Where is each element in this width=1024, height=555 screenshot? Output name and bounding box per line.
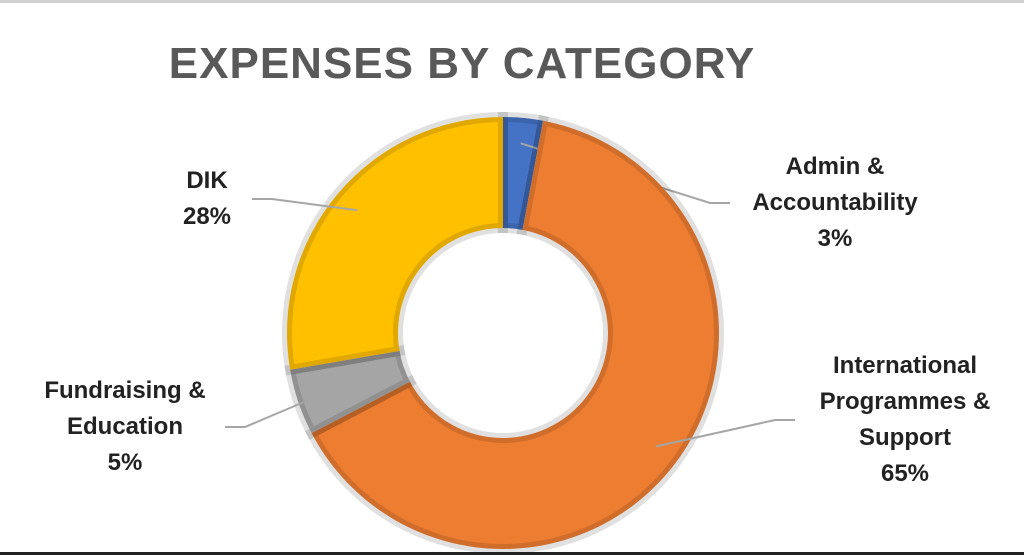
- leader-line: [655, 419, 795, 448]
- data-label: Admin & Accountability 3%: [720, 149, 950, 257]
- donut-slice: [284, 345, 417, 440]
- value-label: 5%: [107, 449, 143, 476]
- category-label: International Programmes & Support: [819, 352, 991, 451]
- data-label: Fundraising & Education 5%: [15, 373, 235, 481]
- data-label: DIK 28%: [152, 163, 262, 235]
- category-label: DIK: [186, 167, 228, 194]
- value-label: 65%: [880, 460, 930, 487]
- data-label: International Programmes & Support 65%: [785, 348, 1024, 492]
- leader-line: [252, 198, 358, 212]
- category-label: Fundraising & Education: [44, 377, 206, 440]
- category-label: Admin & Accountability: [752, 153, 918, 216]
- donut-slice: [304, 114, 724, 552]
- donut-slice: [282, 111, 508, 376]
- leader-line: [225, 393, 323, 428]
- chart-title: EXPENSES BY CATEGORY: [168, 39, 756, 88]
- value-label: 3%: [817, 225, 853, 252]
- value-label: 28%: [182, 203, 232, 230]
- donut-plot: [225, 111, 795, 552]
